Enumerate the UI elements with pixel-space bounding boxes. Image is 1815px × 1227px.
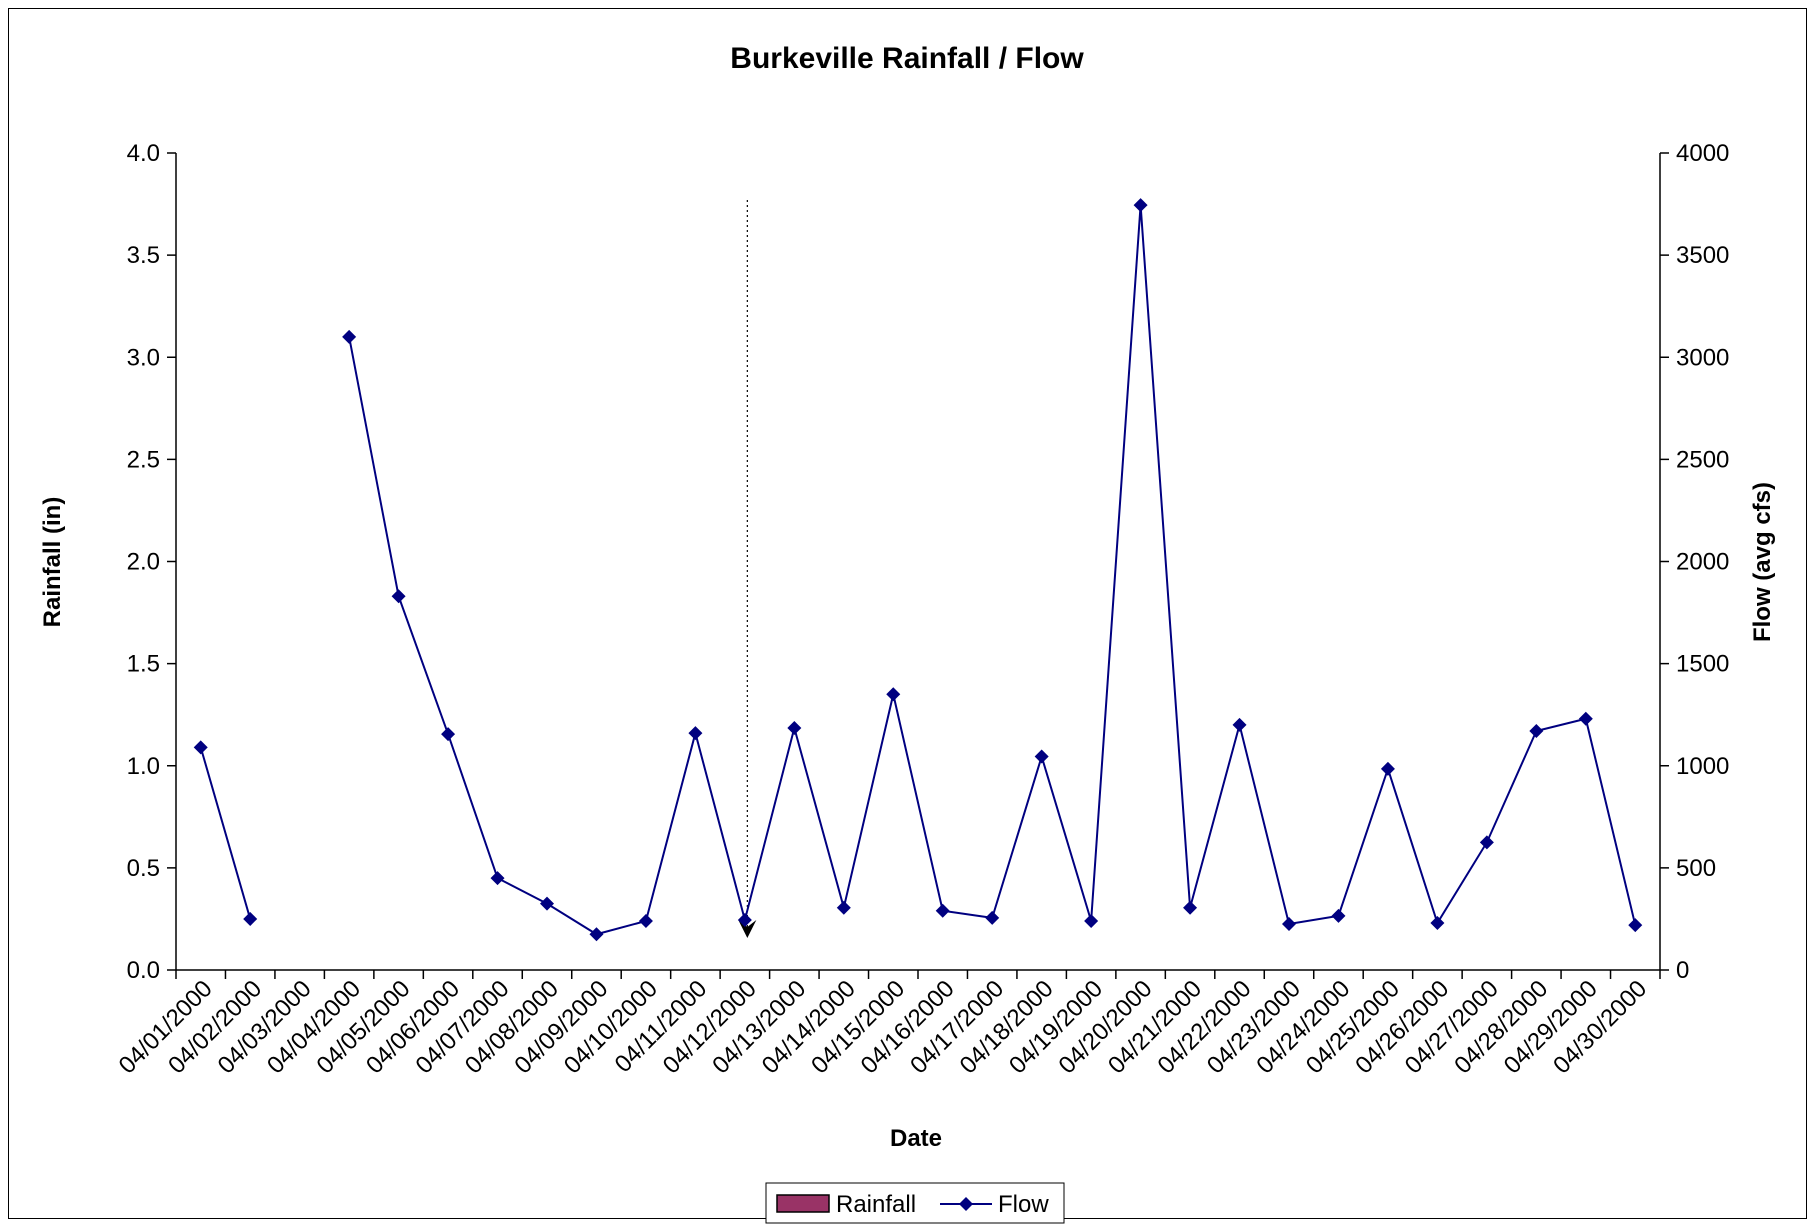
flow-point — [935, 903, 950, 918]
flow-point — [1084, 913, 1099, 928]
series-flow — [193, 198, 1643, 942]
flow-point — [985, 910, 1000, 925]
flow-point — [490, 871, 505, 886]
flow-point — [1479, 835, 1494, 850]
flow-point — [787, 720, 802, 735]
left-tick-label: 4.0 — [127, 140, 160, 167]
flow-point — [1430, 916, 1445, 931]
flow-point — [540, 896, 554, 911]
right-tick-label: 2000 — [1676, 549, 1729, 576]
flow-point — [1282, 917, 1296, 932]
flow-point — [589, 927, 604, 942]
flow-point — [836, 900, 851, 915]
right-tick-label: 3500 — [1676, 242, 1729, 269]
left-tick-label: 0.5 — [127, 855, 160, 882]
flow-point — [441, 727, 456, 742]
y-axis-title-left: Rainfall (in) — [39, 497, 66, 628]
legend-label-flow: Flow — [998, 1191, 1049, 1218]
flow-point — [1183, 900, 1198, 915]
flow-point — [1380, 761, 1395, 776]
right-tick-label: 0 — [1676, 957, 1689, 984]
flow-line — [199, 747, 252, 920]
flow-point — [688, 726, 703, 741]
right-axis: 0 500 1000 1500 2000 2500 3000 3500 4000 — [1659, 140, 1729, 984]
flow-point — [1578, 711, 1593, 726]
x-axis-title: Date — [890, 1125, 942, 1152]
flow-point — [1331, 908, 1346, 923]
right-tick-label: 500 — [1676, 855, 1716, 882]
flow-point — [1529, 724, 1544, 739]
flow-point — [1133, 198, 1148, 213]
flow-point — [737, 912, 752, 927]
flow-point — [1034, 749, 1049, 764]
y-axis-title-right: Flow (avg cfs) — [1749, 482, 1776, 642]
flow-point — [193, 740, 208, 755]
left-tick-label: 3.5 — [127, 242, 160, 269]
left-tick-label: 2.0 — [127, 549, 160, 576]
left-tick-label: 3.0 — [127, 344, 160, 371]
flow-line — [348, 205, 1637, 936]
right-tick-label: 1000 — [1676, 753, 1729, 780]
flow-point — [243, 911, 258, 926]
right-tick-label: 2500 — [1676, 446, 1729, 473]
legend: Rainfall Flow — [765, 1182, 1065, 1224]
flow-point — [1628, 918, 1643, 933]
legend-label-rainfall: Rainfall — [836, 1191, 916, 1218]
left-tick-label: 1.5 — [127, 651, 160, 678]
flow-point — [638, 913, 653, 928]
flow-point — [886, 687, 901, 702]
legend-swatch-rainfall — [776, 1194, 830, 1213]
chart-title: Burkeville Rainfall / Flow — [730, 42, 1084, 75]
flow-point — [391, 589, 406, 604]
right-tick-label: 3000 — [1676, 344, 1729, 371]
annotation — [738, 200, 757, 938]
left-axis: 0.0 0.5 1.0 1.5 2.0 2.5 3.0 3.5 4.0 — [127, 140, 177, 984]
right-tick-label: 4000 — [1676, 140, 1729, 167]
x-axis: 04/01/200004/02/200004/03/200004/04/2000… — [114, 969, 1661, 1079]
legend-marker-flow — [959, 1197, 973, 1211]
right-tick-label: 1500 — [1676, 651, 1729, 678]
flow-point — [342, 329, 357, 344]
left-tick-label: 1.0 — [127, 753, 160, 780]
left-tick-label: 0.0 — [127, 957, 160, 984]
left-tick-label: 2.5 — [127, 446, 160, 473]
flow-point — [1232, 717, 1247, 732]
